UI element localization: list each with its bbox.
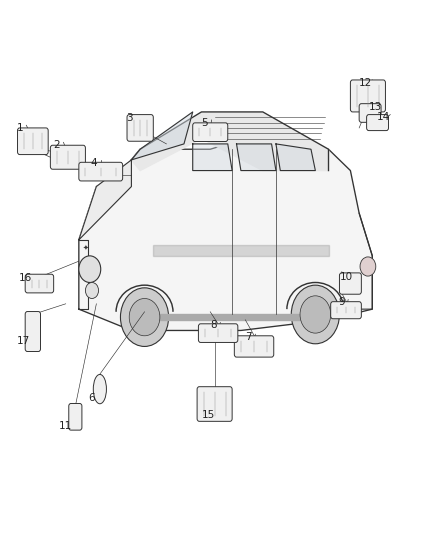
Text: 13: 13: [369, 102, 382, 111]
Circle shape: [291, 285, 339, 344]
Text: 4: 4: [91, 158, 98, 167]
Circle shape: [129, 298, 160, 336]
Text: 16: 16: [19, 273, 32, 283]
Text: 12: 12: [359, 78, 372, 87]
Polygon shape: [276, 144, 315, 171]
Circle shape: [360, 257, 376, 276]
Text: 5: 5: [201, 118, 208, 127]
Polygon shape: [237, 144, 276, 171]
Polygon shape: [131, 112, 193, 160]
Circle shape: [85, 282, 99, 298]
Text: 7: 7: [245, 332, 252, 342]
FancyBboxPatch shape: [25, 311, 40, 352]
Text: 9: 9: [338, 297, 345, 307]
Text: 3: 3: [126, 114, 133, 123]
FancyBboxPatch shape: [18, 128, 48, 155]
FancyBboxPatch shape: [367, 115, 389, 131]
Text: 11: 11: [59, 422, 72, 431]
FancyBboxPatch shape: [50, 145, 85, 169]
Text: ✦: ✦: [82, 245, 88, 251]
Ellipse shape: [93, 374, 106, 404]
Circle shape: [79, 256, 101, 282]
Text: 14: 14: [377, 112, 390, 122]
Text: 10: 10: [339, 272, 353, 282]
Polygon shape: [131, 112, 328, 171]
FancyBboxPatch shape: [234, 336, 274, 357]
Text: 2: 2: [53, 140, 60, 150]
FancyBboxPatch shape: [197, 387, 232, 421]
Polygon shape: [153, 314, 307, 320]
FancyBboxPatch shape: [69, 403, 82, 430]
FancyBboxPatch shape: [198, 324, 238, 343]
Circle shape: [300, 296, 331, 333]
Text: 15: 15: [202, 410, 215, 419]
Circle shape: [120, 288, 169, 346]
FancyBboxPatch shape: [127, 115, 153, 141]
FancyBboxPatch shape: [331, 302, 361, 319]
Polygon shape: [153, 245, 328, 256]
FancyBboxPatch shape: [350, 80, 385, 112]
FancyBboxPatch shape: [339, 273, 361, 294]
Text: 6: 6: [88, 393, 95, 403]
FancyBboxPatch shape: [79, 162, 123, 181]
Text: 17: 17: [17, 336, 30, 346]
Polygon shape: [79, 144, 372, 330]
Text: 1: 1: [16, 123, 23, 133]
FancyBboxPatch shape: [193, 123, 228, 141]
Text: 8: 8: [210, 320, 217, 330]
Polygon shape: [193, 144, 232, 171]
FancyBboxPatch shape: [25, 274, 53, 293]
FancyBboxPatch shape: [359, 103, 381, 122]
Polygon shape: [79, 160, 131, 240]
